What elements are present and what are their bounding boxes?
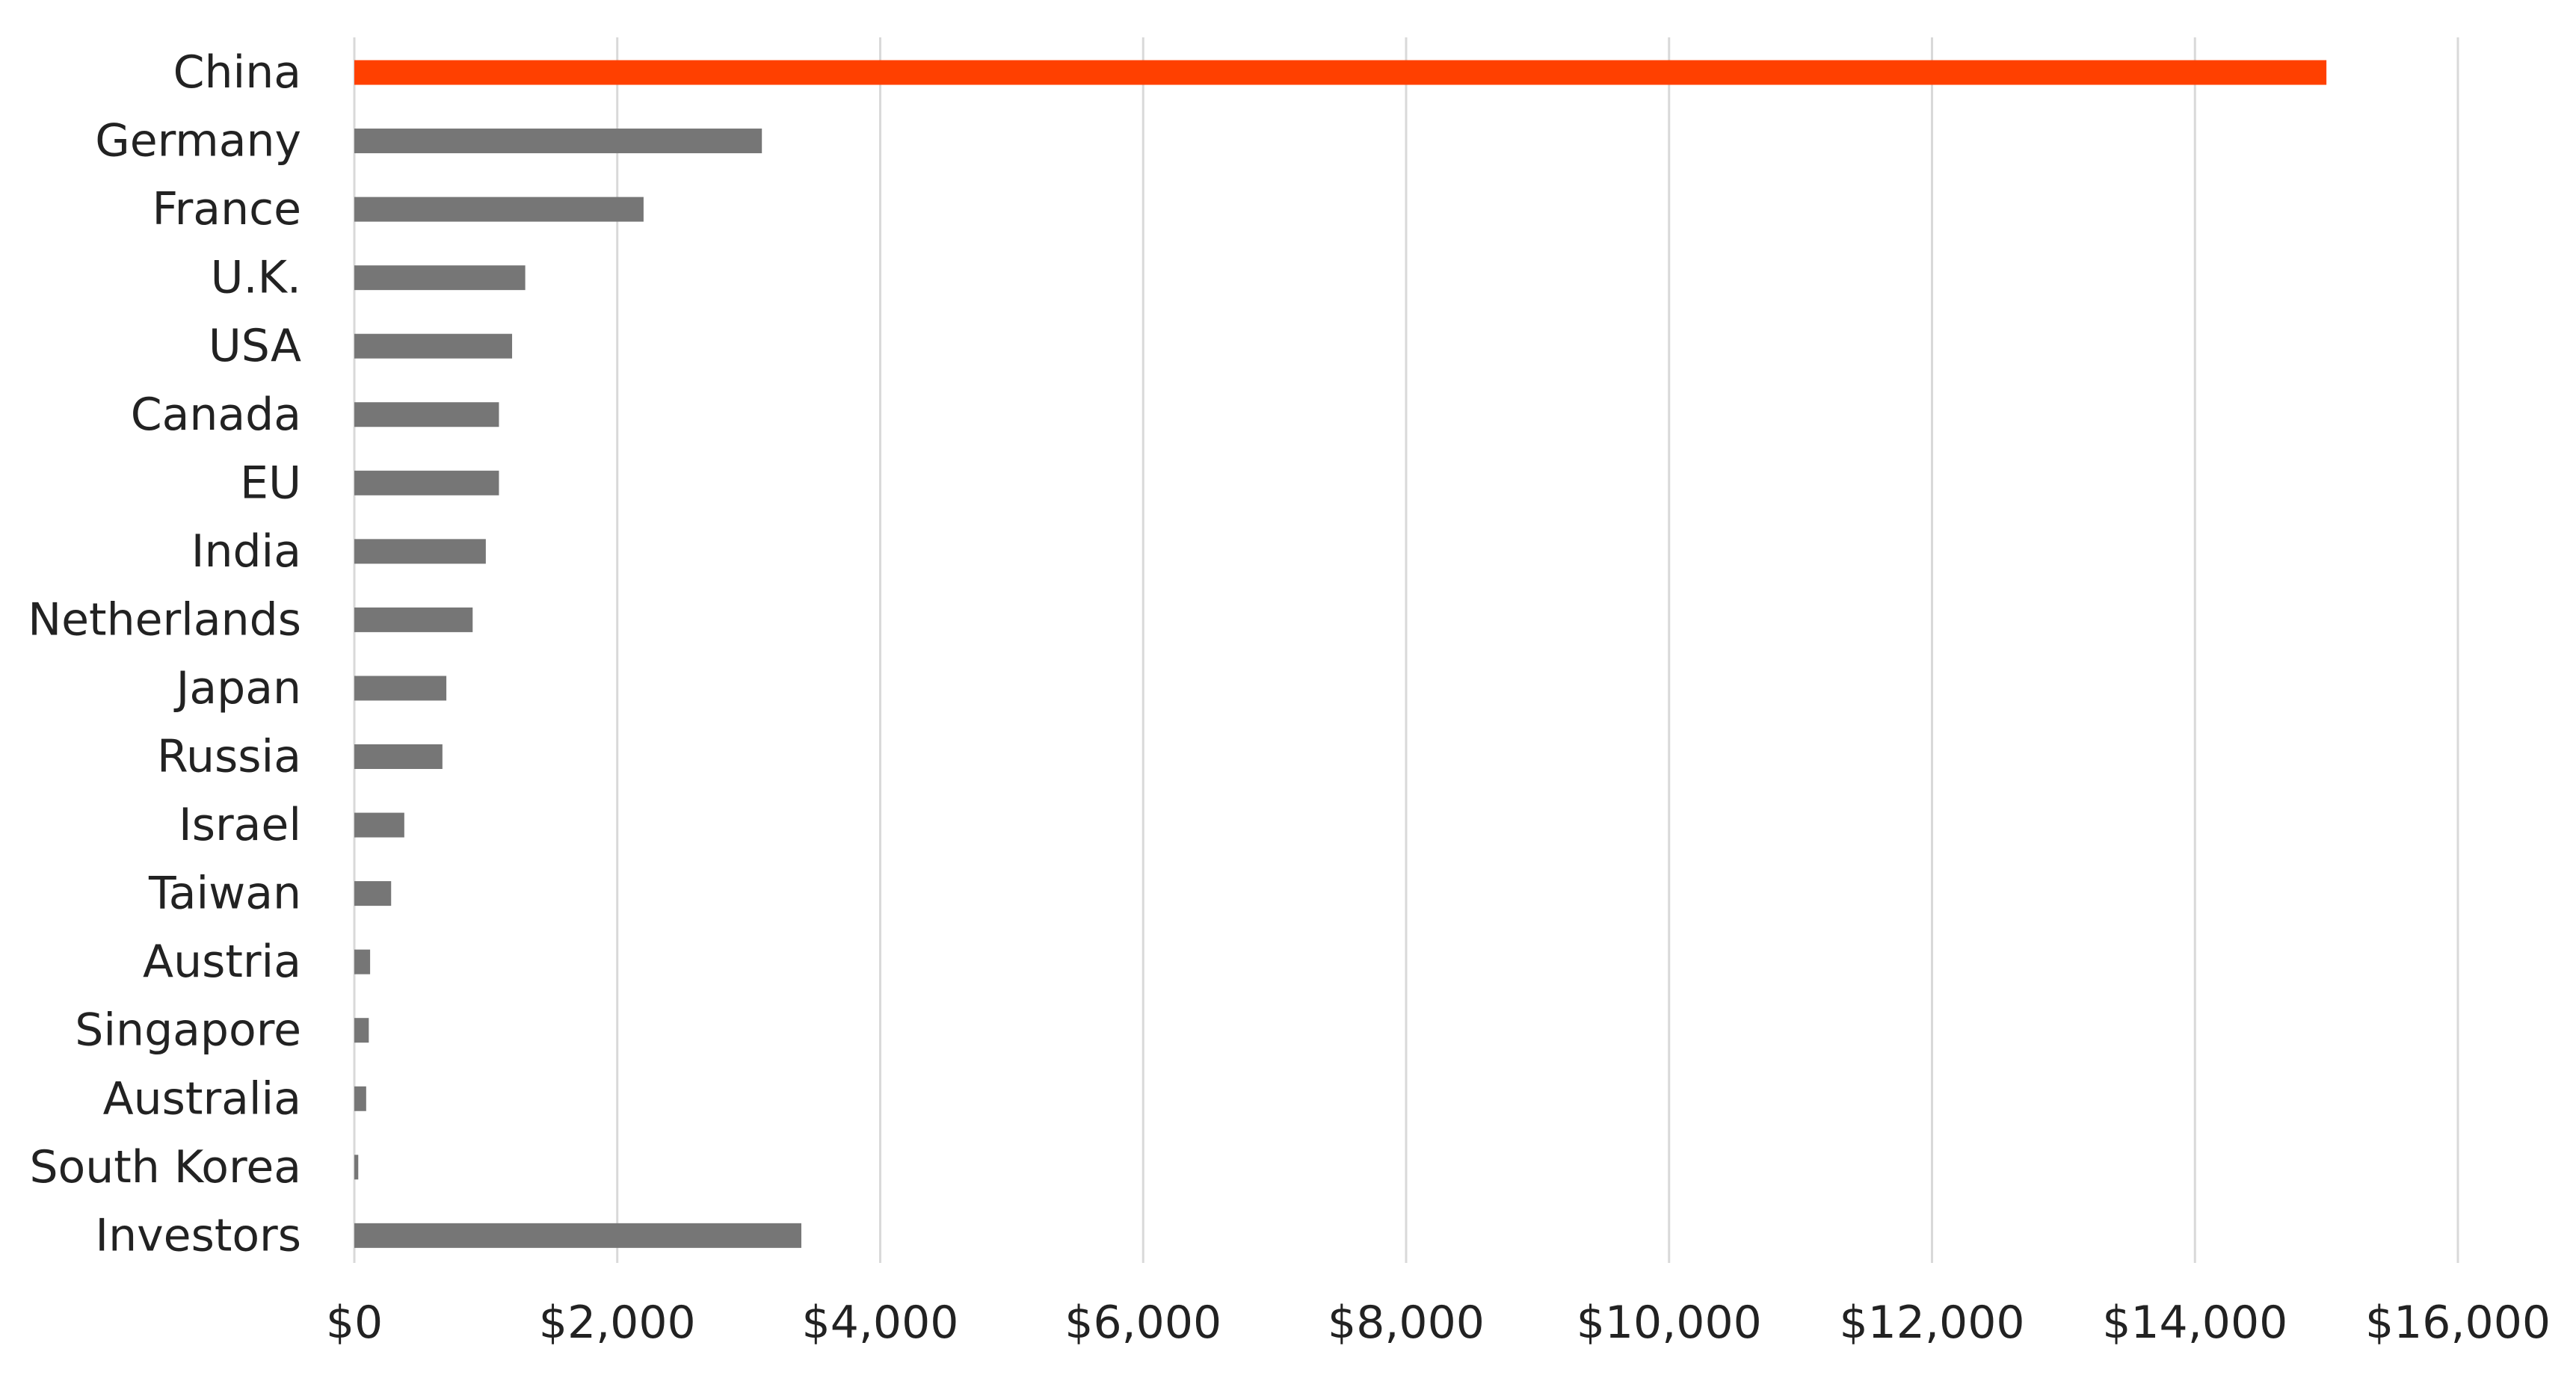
category-label-investors: Investors <box>95 1209 301 1261</box>
category-label-u-k: U.K. <box>211 252 301 304</box>
category-label-france: France <box>152 183 301 235</box>
bar-india <box>354 539 486 564</box>
category-labels: China Germany France U.K. USA Canada EU India Ne… <box>28 46 301 1261</box>
category-label-india: India <box>191 525 301 578</box>
bar-australia <box>354 1086 366 1111</box>
x-tick-label: $16,000 <box>2365 1297 2551 1349</box>
bar-germany <box>354 129 762 154</box>
category-label-usa: USA <box>209 320 301 372</box>
x-tick-label: $8,000 <box>1328 1297 1485 1349</box>
bar-israel <box>354 812 404 838</box>
bar-taiwan <box>354 881 392 906</box>
category-label-taiwan: Taiwan <box>148 868 301 920</box>
bar-netherlands <box>354 607 473 632</box>
bar-usa <box>354 333 513 359</box>
category-label-south-korea: South Korea <box>29 1141 301 1193</box>
x-tick-label: $0 <box>326 1297 383 1349</box>
bars <box>354 60 2327 1248</box>
category-label-israel: Israel <box>179 799 301 851</box>
category-label-canada: Canada <box>131 389 301 441</box>
bar-china <box>354 60 2327 85</box>
category-label-germany: Germany <box>95 115 301 167</box>
x-tick-labels: $0 $2,000 $4,000 $6,000 $8,000 $10,000 $12,000… <box>326 1297 2551 1349</box>
category-label-australia: Australia <box>103 1072 301 1125</box>
x-tick-label: $12,000 <box>1839 1297 2024 1349</box>
category-label-austria: Austria <box>143 936 301 988</box>
bar-south-korea <box>354 1155 359 1180</box>
x-tick-label: $4,000 <box>802 1297 959 1349</box>
bar-japan <box>354 676 447 701</box>
bar-austria <box>354 949 371 974</box>
bar-russia <box>354 744 443 769</box>
bar-france <box>354 197 644 222</box>
bar-singapore <box>354 1018 369 1043</box>
x-tick-label: $14,000 <box>2102 1297 2287 1349</box>
category-label-netherlands: Netherlands <box>28 593 301 646</box>
x-tick-label: $6,000 <box>1064 1297 1221 1349</box>
bar-canada <box>354 402 499 427</box>
category-label-singapore: Singapore <box>75 1004 301 1057</box>
x-tick-label: $10,000 <box>1577 1297 1762 1349</box>
bar-eu <box>354 470 499 495</box>
bar-u-k <box>354 265 526 291</box>
category-label-japan: Japan <box>173 662 301 714</box>
category-label-eu: EU <box>240 457 301 509</box>
x-tick-label: $2,000 <box>539 1297 696 1349</box>
category-label-china: China <box>173 46 301 99</box>
gridlines <box>353 37 2459 1263</box>
category-label-russia: Russia <box>157 731 301 783</box>
bar-investors <box>354 1223 801 1248</box>
